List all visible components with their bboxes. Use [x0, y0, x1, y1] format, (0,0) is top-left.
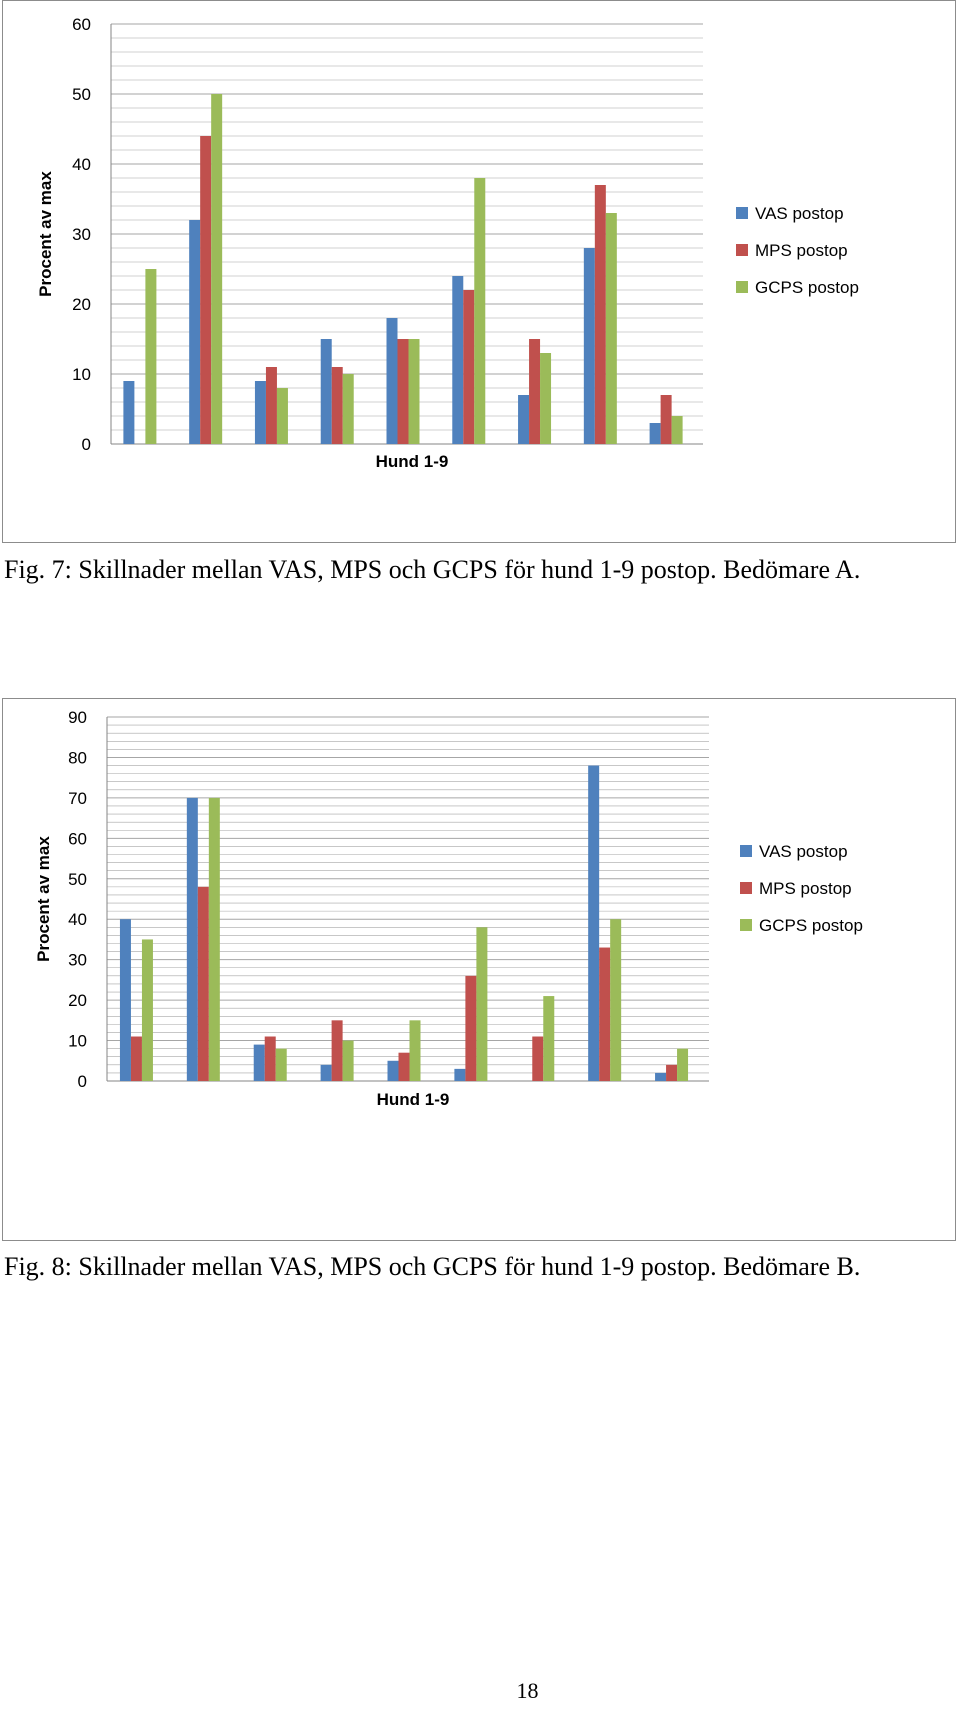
y-axis-title: Procent av max — [34, 836, 53, 962]
bar-gcps-4 — [342, 374, 354, 444]
bar-gcps-9 — [677, 1048, 689, 1081]
legend-label-mps: MPS postop — [755, 241, 848, 260]
bar-chart-fig7: 0 10 20 30 40 50 60 Hund 1-9 Procent av max VAS p… — [36, 15, 859, 471]
bar-mps-3 — [265, 367, 277, 444]
bar-vas-4 — [320, 339, 332, 444]
y-tick-labels: 0 10 20 30 40 50 60 — [72, 15, 91, 454]
bar-gcps-5 — [409, 1020, 421, 1081]
bar-gcps-8 — [610, 919, 622, 1081]
y-tick-label: 20 — [72, 295, 91, 314]
bar-mps-6 — [465, 975, 477, 1081]
bar-vas-9 — [649, 423, 661, 444]
bar-vas-6 — [454, 1068, 466, 1081]
bar-mps-2 — [200, 136, 212, 444]
y-tick-label: 60 — [72, 15, 91, 34]
bar-vas-8 — [583, 248, 595, 444]
bar-gcps-2 — [208, 797, 220, 1081]
legend-swatch-mps — [740, 882, 752, 894]
bar-mps-4 — [331, 367, 343, 444]
bar-vas-1 — [119, 919, 131, 1081]
legend: VAS postop MPS postop GCPS postop — [736, 204, 859, 297]
bar-mps-3 — [264, 1036, 276, 1081]
y-tick-label: 0 — [78, 1072, 87, 1091]
bar-chart-fig8: 0 10 20 30 40 50 60 70 80 90 Hund 1-9 Procent av ma… — [34, 708, 863, 1109]
bar-vas-2 — [189, 220, 201, 444]
y-tick-label: 70 — [68, 789, 87, 808]
bar-mps-7 — [529, 339, 541, 444]
bar-vas-9 — [655, 1072, 667, 1081]
y-tick-label: 90 — [68, 708, 87, 727]
bar-vas-1 — [123, 381, 135, 444]
y-tick-label: 0 — [82, 435, 91, 454]
legend-label-vas: VAS postop — [759, 842, 848, 861]
y-axis-title: Procent av max — [36, 171, 55, 297]
y-tick-label: 30 — [72, 225, 91, 244]
bars — [119, 765, 689, 1081]
chart-frame-fig7: 0 10 20 30 40 50 60 Hund 1-9 Procent av max VAS p… — [2, 0, 956, 543]
bar-vas-6 — [452, 276, 464, 444]
y-tick-label: 40 — [72, 155, 91, 174]
bar-gcps-4 — [342, 1040, 354, 1081]
bars — [123, 94, 683, 444]
bar-mps-8 — [594, 185, 606, 444]
figure-caption-fig7: Fig. 7: Skillnader mellan VAS, MPS och G… — [4, 555, 861, 584]
bar-vas-7 — [518, 395, 530, 444]
bar-gcps-6 — [476, 927, 488, 1081]
legend-swatch-vas — [736, 207, 748, 219]
bar-gcps-9 — [671, 416, 683, 444]
bar-mps-9 — [666, 1064, 678, 1081]
y-tick-labels: 0 10 20 30 40 50 60 70 80 90 — [68, 708, 87, 1091]
bar-vas-2 — [186, 797, 198, 1081]
bar-vas-8 — [588, 765, 600, 1081]
bar-gcps-8 — [605, 213, 617, 444]
page-number: 18 — [516, 1678, 539, 1703]
y-tick-label: 20 — [68, 991, 87, 1010]
x-axis-title: Hund 1-9 — [377, 1090, 450, 1109]
bar-gcps-7 — [540, 353, 552, 444]
y-tick-label: 50 — [68, 870, 87, 889]
bar-mps-4 — [331, 1020, 343, 1081]
legend-swatch-mps — [736, 244, 748, 256]
bar-gcps-3 — [275, 1048, 287, 1081]
y-tick-label: 30 — [68, 951, 87, 970]
bar-gcps-1 — [145, 269, 157, 444]
bar-mps-7 — [532, 1036, 544, 1081]
y-tick-label: 60 — [68, 829, 87, 848]
bar-gcps-7 — [543, 996, 555, 1081]
legend-label-mps: MPS postop — [759, 879, 852, 898]
bar-mps-5 — [397, 339, 409, 444]
y-tick-label: 80 — [68, 748, 87, 767]
y-tick-label: 40 — [68, 910, 87, 929]
bar-gcps-2 — [211, 94, 223, 444]
legend-label-vas: VAS postop — [755, 204, 844, 223]
y-tick-label: 10 — [68, 1032, 87, 1051]
bar-gcps-5 — [408, 339, 420, 444]
bar-mps-8 — [599, 947, 611, 1081]
y-tick-label: 10 — [72, 365, 91, 384]
bar-mps-2 — [197, 886, 209, 1081]
legend-swatch-gcps — [736, 281, 748, 293]
bar-gcps-1 — [141, 939, 153, 1081]
bar-vas-5 — [386, 318, 398, 444]
y-tick-label: 50 — [72, 85, 91, 104]
bar-gcps-6 — [474, 178, 486, 444]
figure-caption-fig8: Fig. 8: Skillnader mellan VAS, MPS och G… — [4, 1252, 861, 1281]
bar-mps-1 — [130, 1036, 142, 1081]
legend: VAS postop MPS postop GCPS postop — [740, 842, 863, 935]
bar-mps-5 — [398, 1052, 410, 1081]
bar-mps-9 — [660, 395, 672, 444]
legend-label-gcps: GCPS postop — [759, 916, 863, 935]
bar-vas-4 — [320, 1064, 332, 1081]
chart-frame-fig8: 0 10 20 30 40 50 60 70 80 90 Hund 1-9 Procent av ma… — [2, 698, 956, 1241]
legend-swatch-gcps — [740, 919, 752, 931]
legend-label-gcps: GCPS postop — [755, 278, 859, 297]
bar-vas-3 — [253, 1044, 265, 1081]
bar-vas-3 — [254, 381, 266, 444]
bar-mps-6 — [463, 290, 475, 444]
x-axis-title: Hund 1-9 — [376, 452, 449, 471]
bar-gcps-3 — [276, 388, 288, 444]
bar-vas-5 — [387, 1060, 399, 1081]
legend-swatch-vas — [740, 845, 752, 857]
